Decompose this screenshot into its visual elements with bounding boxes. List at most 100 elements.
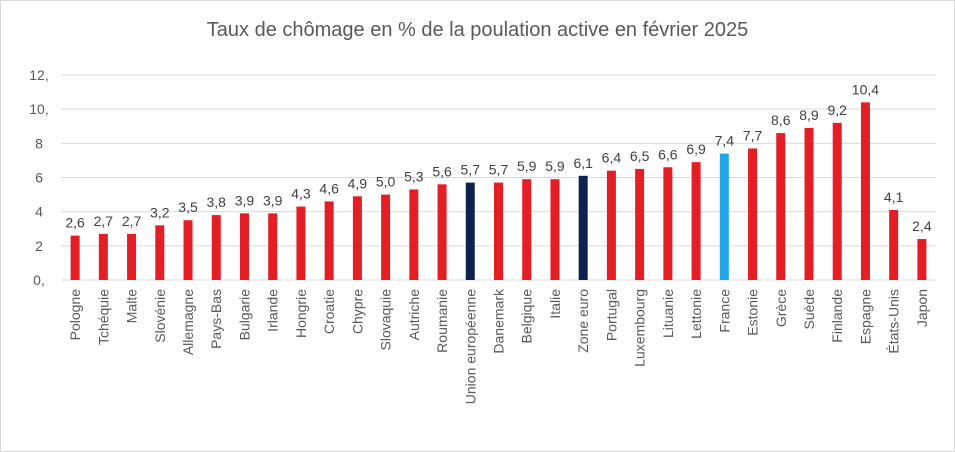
category-label: Portugal xyxy=(603,289,619,341)
data-label: 2,7 xyxy=(122,213,142,229)
category-label: France xyxy=(716,289,732,333)
data-label: 5,7 xyxy=(461,162,481,178)
category-label: Belgique xyxy=(519,289,535,344)
data-label: 7,4 xyxy=(715,133,735,149)
data-label: 5,3 xyxy=(404,168,424,184)
data-label: 3,8 xyxy=(207,194,227,210)
data-label: 3,2 xyxy=(150,204,170,220)
y-tick-label: 12, xyxy=(29,67,48,83)
data-label: 5,6 xyxy=(432,163,452,179)
category-label: Suède xyxy=(801,289,817,330)
data-label: 6,9 xyxy=(686,141,706,157)
category-label: États-Unis xyxy=(886,289,902,354)
data-label: 5,7 xyxy=(489,162,509,178)
bar xyxy=(494,182,503,280)
category-label: Roumanie xyxy=(434,289,450,353)
bar xyxy=(465,182,475,280)
bar xyxy=(522,179,532,280)
category-label: Autriche xyxy=(406,289,422,341)
bar xyxy=(578,175,588,280)
category-label: Union européenne xyxy=(462,289,478,404)
category-label: Estonie xyxy=(745,289,761,336)
bar xyxy=(211,215,221,280)
chart-title: Taux de chômage en % de la poulation act… xyxy=(206,19,749,41)
bar xyxy=(748,148,758,280)
bar xyxy=(296,206,306,280)
data-label: 3,9 xyxy=(235,192,255,208)
category-label: Tchéquie xyxy=(95,289,111,345)
category-label: Lettonie xyxy=(688,289,704,339)
category-label: Croatie xyxy=(321,289,337,334)
data-label: 4,3 xyxy=(291,186,311,202)
y-tick-label: 4 xyxy=(35,204,43,220)
data-label: 2,6 xyxy=(65,215,85,231)
category-label: Pays-Bas xyxy=(208,289,224,349)
data-label: 6,1 xyxy=(573,155,593,171)
bar xyxy=(155,225,165,280)
data-label: 5,9 xyxy=(517,158,537,174)
category-label: Hongrie xyxy=(293,289,309,338)
bar xyxy=(268,213,278,280)
bar xyxy=(860,102,870,280)
bar xyxy=(98,233,108,280)
bar xyxy=(183,220,193,280)
bar xyxy=(889,209,899,280)
data-label: 3,9 xyxy=(263,192,283,208)
category-label: Lituanie xyxy=(660,289,676,338)
category-label: Slovénie xyxy=(152,289,168,343)
y-tick-label: 0, xyxy=(33,272,45,288)
bar xyxy=(663,167,673,280)
bar xyxy=(606,170,616,280)
data-label: 4,6 xyxy=(319,180,339,196)
data-label: 7,7 xyxy=(743,127,763,143)
data-label: 5,0 xyxy=(376,174,396,190)
category-label: Malte xyxy=(124,289,140,323)
category-label: Espagne xyxy=(857,289,873,344)
category-label: Finlande xyxy=(829,289,845,343)
category-label: Irlande xyxy=(265,289,281,332)
category-label: Zone euro xyxy=(575,289,591,353)
y-tick-label: 6 xyxy=(35,170,43,186)
bar xyxy=(324,201,334,280)
data-label: 10,4 xyxy=(852,81,879,97)
category-label: Bulgarie xyxy=(236,289,252,341)
bar xyxy=(381,194,391,280)
bar xyxy=(127,233,137,280)
category-label: Luxembourg xyxy=(632,289,648,367)
bar xyxy=(804,127,814,280)
category-label: Italie xyxy=(547,289,563,319)
data-label: 5,9 xyxy=(545,158,565,174)
data-label: 4,1 xyxy=(884,189,904,205)
bar xyxy=(719,153,729,280)
y-tick-label: 8 xyxy=(35,135,43,151)
data-label: 4,9 xyxy=(348,175,368,191)
bar xyxy=(239,213,249,280)
data-label: 2,7 xyxy=(94,213,114,229)
category-label: Chypre xyxy=(349,289,365,334)
bar xyxy=(409,189,419,280)
category-label: Allemagne xyxy=(180,289,196,355)
bar xyxy=(832,122,842,280)
data-label: 6,6 xyxy=(658,146,678,162)
y-tick-label: 10, xyxy=(29,101,48,117)
bar xyxy=(776,133,786,280)
bar xyxy=(70,235,80,280)
category-label: Japon xyxy=(914,289,930,327)
category-label: Slovaquie xyxy=(378,289,394,351)
bar xyxy=(437,184,447,280)
category-label: Pologne xyxy=(67,289,83,341)
data-label: 3,5 xyxy=(178,199,198,215)
category-label: Grèce xyxy=(773,289,789,327)
bar xyxy=(691,162,701,280)
bar xyxy=(917,239,927,280)
data-label: 8,6 xyxy=(771,112,791,128)
data-label: 2,4 xyxy=(912,218,932,234)
bar xyxy=(352,196,362,280)
data-label: 6,5 xyxy=(630,148,650,164)
y-tick-label: 2 xyxy=(35,238,43,254)
data-label: 8,9 xyxy=(799,107,819,123)
data-label: 6,4 xyxy=(602,150,622,166)
bar xyxy=(550,179,560,280)
